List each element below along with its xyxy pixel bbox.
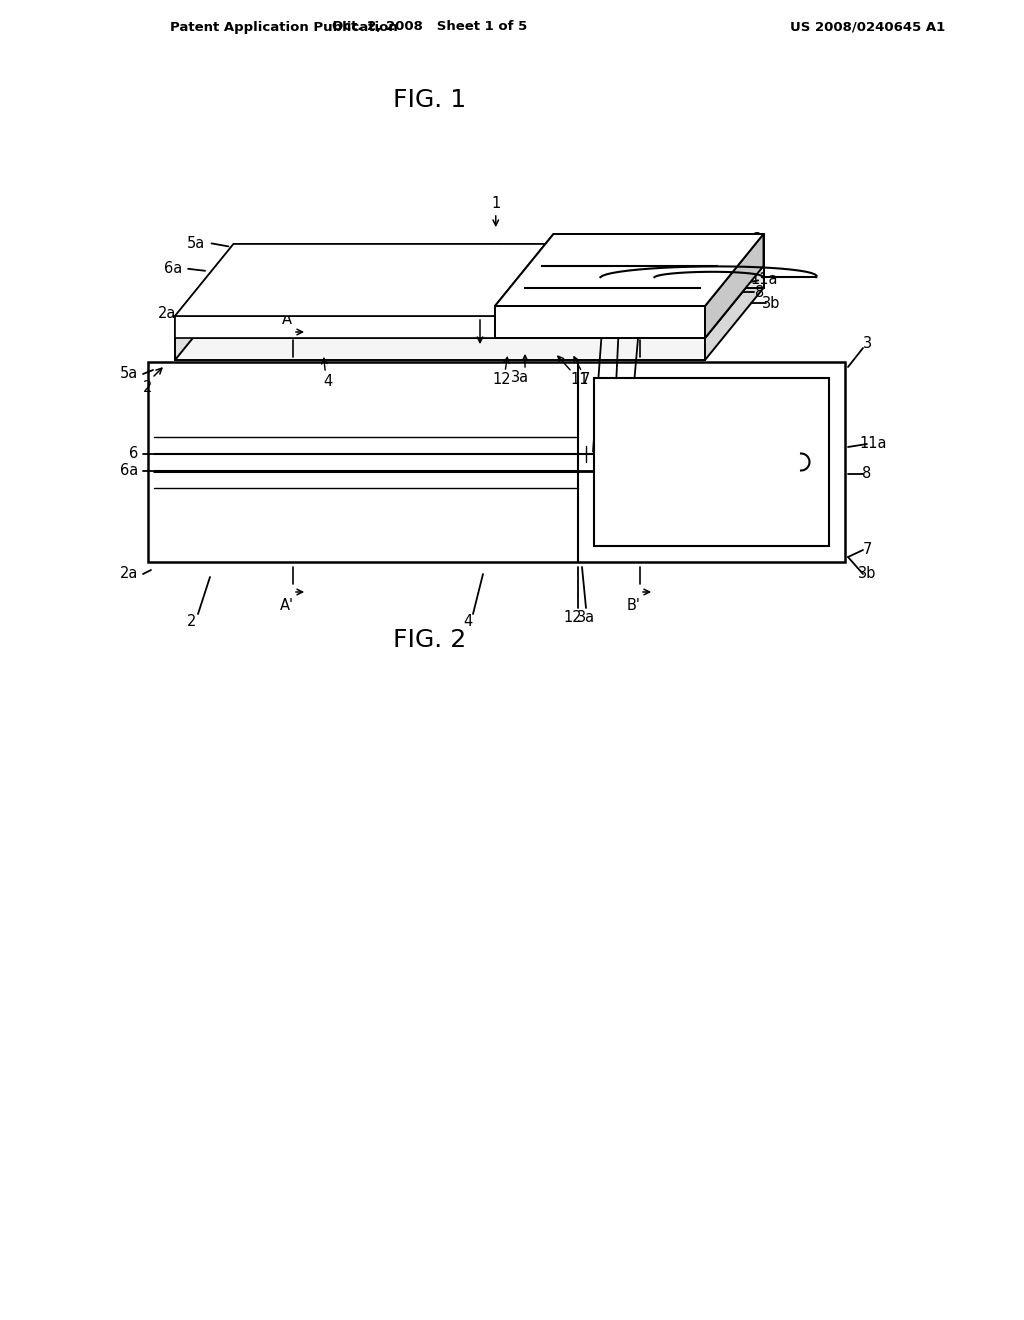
Polygon shape <box>233 244 568 267</box>
Text: 10: 10 <box>610 286 630 301</box>
Polygon shape <box>705 267 764 360</box>
Text: 2: 2 <box>143 380 153 396</box>
Text: 6a: 6a <box>120 463 138 478</box>
Text: 9: 9 <box>642 255 651 269</box>
Polygon shape <box>495 234 764 306</box>
Text: US 2008/0240645 A1: US 2008/0240645 A1 <box>790 21 945 33</box>
Text: 3a: 3a <box>577 610 595 624</box>
Text: Patent Application Publication: Patent Application Publication <box>170 21 397 33</box>
Text: 5a: 5a <box>187 236 206 251</box>
Text: A: A <box>282 312 292 326</box>
Text: FIG. 1: FIG. 1 <box>393 88 467 112</box>
Text: 11: 11 <box>570 372 589 388</box>
Text: 5: 5 <box>359 272 369 286</box>
Text: 4: 4 <box>324 374 333 388</box>
Text: 6a: 6a <box>164 261 182 276</box>
Polygon shape <box>175 338 705 360</box>
Text: 5a: 5a <box>120 367 138 381</box>
Text: 4: 4 <box>464 615 473 630</box>
Text: 12: 12 <box>493 372 511 388</box>
Polygon shape <box>495 306 705 338</box>
Text: 3: 3 <box>753 232 762 248</box>
Polygon shape <box>554 234 764 267</box>
Text: 3b: 3b <box>762 296 780 310</box>
Text: 2b: 2b <box>591 301 609 315</box>
Text: 12: 12 <box>563 610 583 624</box>
Text: 3b: 3b <box>858 566 877 582</box>
Text: 5: 5 <box>284 301 293 315</box>
Text: 11a: 11a <box>751 272 778 286</box>
Text: 9: 9 <box>635 301 645 315</box>
Text: FIG. 2: FIG. 2 <box>393 628 467 652</box>
Polygon shape <box>175 267 764 338</box>
Polygon shape <box>175 267 233 360</box>
Text: 3a: 3a <box>511 371 529 385</box>
Text: 2: 2 <box>187 615 197 630</box>
Polygon shape <box>510 244 568 338</box>
Text: B': B' <box>627 598 641 612</box>
Text: 1: 1 <box>475 301 484 315</box>
Text: 6: 6 <box>129 446 138 461</box>
Text: 3: 3 <box>862 337 871 351</box>
Text: 11a: 11a <box>859 437 887 451</box>
Text: 10: 10 <box>485 243 504 257</box>
Polygon shape <box>175 244 233 338</box>
Text: Oct. 2, 2008   Sheet 1 of 5: Oct. 2, 2008 Sheet 1 of 5 <box>333 21 527 33</box>
Text: 8: 8 <box>755 285 764 300</box>
Text: 1: 1 <box>492 195 501 210</box>
Polygon shape <box>495 234 554 338</box>
Text: 7: 7 <box>581 372 590 388</box>
Text: 6: 6 <box>278 281 287 296</box>
Polygon shape <box>148 362 845 562</box>
Text: 2a: 2a <box>120 566 138 582</box>
Text: A': A' <box>280 598 294 612</box>
Polygon shape <box>705 234 764 338</box>
Text: B: B <box>629 312 639 326</box>
Polygon shape <box>594 378 829 546</box>
Polygon shape <box>233 267 764 288</box>
Text: 7: 7 <box>862 543 871 557</box>
Text: 2a: 2a <box>158 305 176 321</box>
Text: 8: 8 <box>862 466 871 482</box>
Polygon shape <box>175 244 568 315</box>
Polygon shape <box>175 315 510 338</box>
Text: 2b: 2b <box>539 256 557 271</box>
